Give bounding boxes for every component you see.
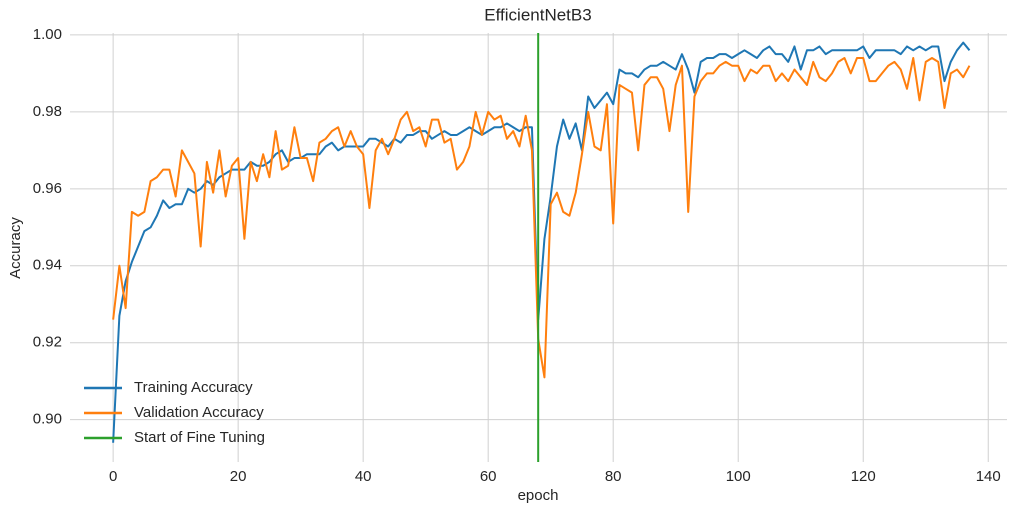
x-tick-label: 120: [851, 468, 876, 485]
x-axis-label: epoch: [518, 487, 559, 504]
y-tick-label: 1.00: [33, 26, 62, 43]
y-tick-label: 0.90: [33, 411, 62, 428]
x-tick-label: 140: [976, 468, 1001, 485]
y-tick-label: 0.92: [33, 334, 62, 351]
x-tick-label: 60: [480, 468, 497, 485]
legend-label: Training Accuracy: [134, 379, 253, 396]
x-tick-label: 0: [109, 468, 117, 485]
legend-label: Start of Fine Tuning: [134, 429, 265, 446]
y-tick-label: 0.98: [33, 103, 62, 120]
series-line: [112, 41, 971, 443]
x-tick-label: 20: [230, 468, 247, 485]
y-tick-label: 0.94: [33, 257, 62, 274]
x-tick-label: 80: [605, 468, 622, 485]
y-axis-label: Accuracy: [7, 217, 24, 279]
series-line: [112, 57, 971, 379]
chart-title: EfficientNetB3: [484, 5, 591, 24]
x-tick-label: 40: [355, 468, 372, 485]
x-tick-label: 100: [726, 468, 751, 485]
y-tick-label: 0.96: [33, 180, 62, 197]
legend-label: Validation Accuracy: [134, 404, 264, 421]
